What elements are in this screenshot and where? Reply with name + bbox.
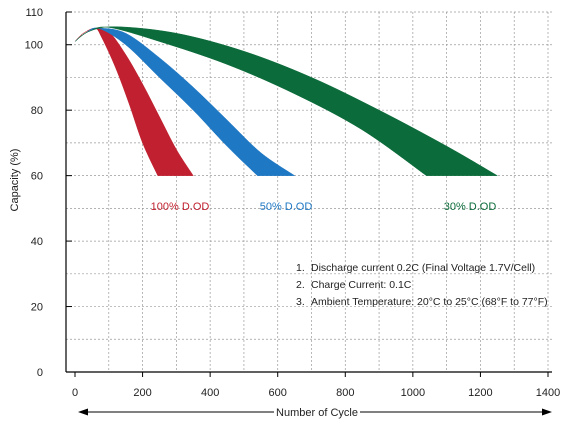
band-50-d-od: [74, 27, 296, 176]
grid: [66, 11, 552, 372]
y-tick-label: 40: [31, 236, 43, 248]
band-label-30-d-od: 30% D.OD: [444, 201, 497, 213]
y-tick-label: 0: [37, 367, 43, 379]
x-tick-label: 0: [72, 387, 78, 399]
y-tick-label: 110: [25, 7, 43, 19]
x-axis-arrow: [78, 408, 552, 416]
y-tick-label: 60: [31, 171, 43, 183]
x-tick-label: 1400: [536, 387, 560, 399]
x-tick-label: 600: [269, 387, 287, 399]
x-tick-label: 1200: [468, 387, 492, 399]
note-text: Charge Current: 0.1C: [311, 279, 412, 291]
note-number: 2.: [296, 279, 305, 291]
band-30-d-od: [74, 26, 499, 176]
y-tick-label: 80: [31, 105, 43, 117]
note-number: 3.: [296, 296, 305, 308]
note-number: 1.: [296, 262, 305, 274]
x-tick-label: 1000: [401, 387, 425, 399]
note-text: Ambient Temperature: 20°C to 25°C (68°F …: [311, 296, 548, 308]
ticks: 0 20 40 60 80 100 110 0 200 400 600 800 1000 1200 1400: [25, 7, 561, 399]
band-label-50-d-od: 50% D.OD: [260, 201, 313, 213]
bands: [74, 26, 499, 176]
arrow-left-icon: [78, 408, 88, 416]
arrow-right-icon: [542, 408, 552, 416]
x-tick-label: 200: [133, 387, 151, 399]
x-axis-title: Number of Cycle: [276, 407, 358, 419]
band-label-100-d-od: 100% D.OD: [151, 201, 210, 213]
y-tick-label: 20: [31, 302, 43, 314]
x-tick-label: 800: [336, 387, 354, 399]
y-axis-title: Capacity (%): [9, 149, 21, 212]
band-labels: 100% D.OD 50% D.OD 30% D.OD: [151, 201, 497, 213]
notes: 1. Discharge current 0.2C (Final Voltage …: [296, 262, 548, 308]
note-text: Discharge current 0.2C (Final Voltage 1.…: [311, 262, 535, 274]
x-tick-label: 400: [201, 387, 219, 399]
y-tick-label: 100: [25, 40, 43, 52]
